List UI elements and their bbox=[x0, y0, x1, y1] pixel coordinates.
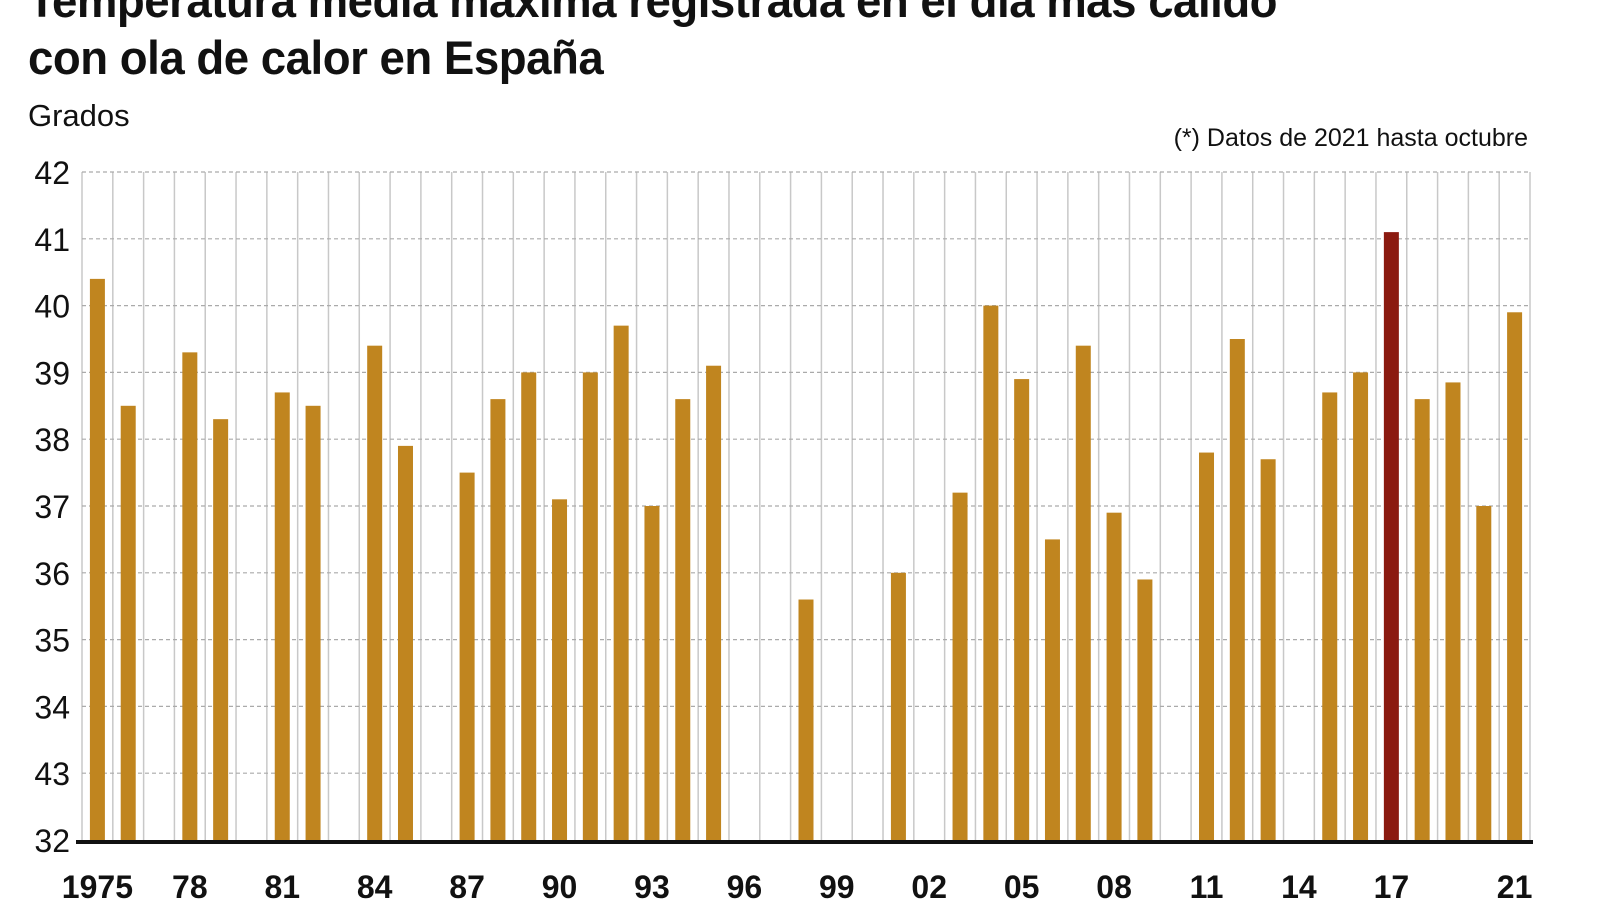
bar-2016 bbox=[1353, 372, 1369, 840]
bar-2012 bbox=[1229, 339, 1245, 840]
x-tick-label: 99 bbox=[819, 869, 855, 900]
bar-2007 bbox=[1075, 345, 1091, 840]
bar-1989 bbox=[521, 372, 537, 840]
x-tick-label: 11 bbox=[1190, 869, 1224, 900]
chart-title-line-2: con ola de calor en España bbox=[28, 31, 604, 84]
bar-1998 bbox=[798, 599, 814, 840]
bar-2001 bbox=[890, 572, 906, 840]
y-tick-label: 41 bbox=[34, 222, 70, 258]
x-tick-label: 08 bbox=[1096, 869, 1132, 900]
bar-1979 bbox=[213, 419, 229, 840]
bar-2011 bbox=[1199, 452, 1215, 840]
x-tick-label: 05 bbox=[1004, 869, 1040, 900]
bar-2019 bbox=[1445, 382, 1461, 840]
bar-1981 bbox=[274, 392, 290, 840]
chart-title-line-1: Temperatura media máxima registrada en e… bbox=[28, 0, 1278, 27]
bar-1984 bbox=[367, 345, 383, 840]
bar-1993 bbox=[644, 506, 660, 840]
bar-2020 bbox=[1476, 506, 1492, 840]
bar-2005 bbox=[1014, 379, 1030, 840]
chart-note: (*) Datos de 2021 hasta octubre bbox=[1173, 124, 1528, 152]
bar-2003 bbox=[952, 492, 968, 840]
bar-2018 bbox=[1414, 399, 1430, 840]
x-tick-label: 96 bbox=[727, 869, 763, 900]
x-tick-label: 1975 bbox=[62, 869, 133, 900]
x-tick-label: 90 bbox=[542, 869, 578, 900]
x-tick-label: 78 bbox=[172, 869, 208, 900]
bar-2015 bbox=[1322, 392, 1338, 840]
bar-1975 bbox=[89, 278, 105, 840]
y-tick-label: 35 bbox=[34, 623, 70, 659]
x-tick-label: 81 bbox=[264, 869, 300, 900]
bar-1982 bbox=[305, 405, 321, 840]
y-tick-label: 37 bbox=[34, 489, 70, 525]
bar-2008 bbox=[1106, 512, 1122, 840]
bar-1987 bbox=[459, 472, 475, 840]
bar-1976 bbox=[120, 405, 136, 840]
bar-2021 bbox=[1507, 312, 1523, 840]
bar-1990 bbox=[552, 499, 568, 840]
bar-1991 bbox=[582, 372, 598, 840]
bar-2017 bbox=[1383, 232, 1399, 840]
bar-1992 bbox=[613, 325, 629, 840]
x-tick-label: 84 bbox=[357, 869, 393, 900]
bar-2009 bbox=[1137, 579, 1153, 840]
bar-2004 bbox=[983, 305, 999, 841]
x-tick-label: 87 bbox=[449, 869, 485, 900]
y-tick-label: 39 bbox=[34, 355, 70, 391]
x-tick-label: 21 bbox=[1497, 869, 1533, 900]
bar-2013 bbox=[1260, 459, 1276, 840]
y-tick-label: 40 bbox=[34, 289, 70, 325]
x-tick-label: 17 bbox=[1374, 869, 1410, 900]
y-tick-label: 36 bbox=[34, 556, 70, 592]
bar-1994 bbox=[675, 399, 691, 840]
y-tick-label: 32 bbox=[34, 823, 70, 859]
bar-1995 bbox=[706, 365, 722, 840]
y-tick-label: 42 bbox=[34, 155, 70, 191]
x-tick-label: 93 bbox=[634, 869, 670, 900]
bar-1985 bbox=[397, 445, 413, 840]
x-tick-label: 14 bbox=[1281, 869, 1317, 900]
y-axis-label: Grados bbox=[28, 98, 130, 133]
y-tick-label: 43 bbox=[34, 756, 70, 792]
x-tick-label: 02 bbox=[911, 869, 947, 900]
bar-2006 bbox=[1044, 539, 1060, 840]
bar-1978 bbox=[182, 352, 198, 840]
bar-1988 bbox=[490, 399, 506, 840]
y-tick-label: 34 bbox=[34, 689, 70, 725]
y-tick-label: 38 bbox=[34, 422, 70, 458]
